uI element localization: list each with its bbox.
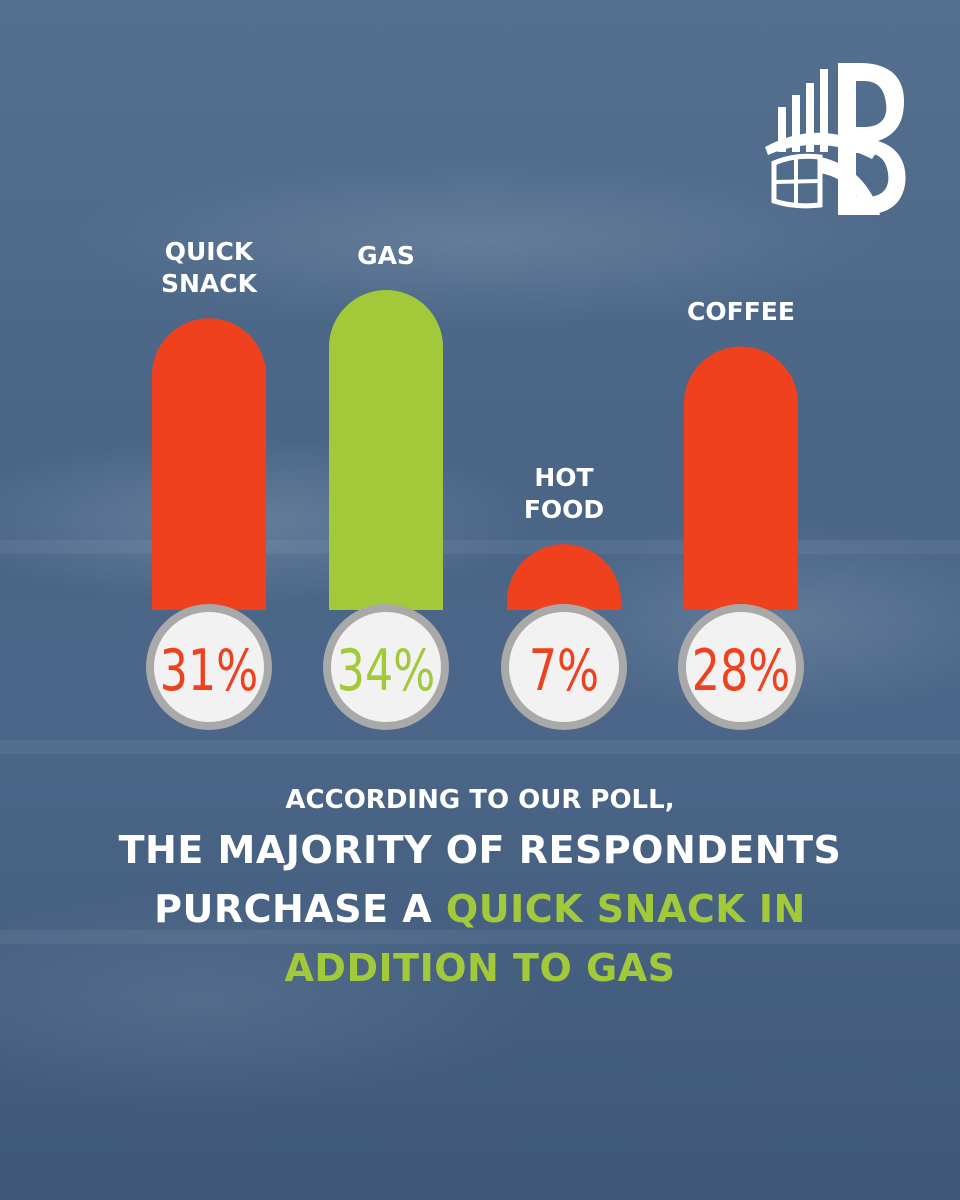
b-globe-logo-icon [765, 63, 906, 215]
background-shelf [0, 930, 960, 944]
caption-highlight-text: QUICK SNACK IN [445, 887, 806, 931]
caption-intro: ACCORDING TO OUR POLL, [285, 785, 675, 815]
caption-plain-text: PURCHASE A [154, 887, 446, 931]
value-circle [509, 612, 619, 722]
caption: ACCORDING TO OUR POLL, THE MAJORITY OF R… [0, 785, 960, 998]
value-circle [686, 612, 796, 722]
caption-headline-3: ADDITION TO GAS [284, 946, 676, 990]
bar [684, 346, 798, 610]
category-label: HOT FOOD [523, 463, 605, 525]
data-label: 31% [160, 638, 258, 704]
data-label: 28% [692, 638, 790, 704]
caption-headline-2: PURCHASE A QUICK SNACK IN [0, 880, 960, 939]
bar [507, 544, 621, 610]
category-label: COFFEE [687, 297, 795, 327]
bar [329, 290, 443, 610]
value-circle [154, 612, 264, 722]
bar [152, 318, 266, 610]
caption-headline-1: THE MAJORITY OF RESPONDENTS [118, 828, 842, 872]
data-label: 7% [529, 638, 599, 704]
data-label: 34% [337, 638, 435, 704]
value-circle [331, 612, 441, 722]
category-label: GAS [357, 241, 415, 270]
category-label: QUICK SNACK [161, 237, 257, 299]
background-shelf [0, 740, 960, 754]
